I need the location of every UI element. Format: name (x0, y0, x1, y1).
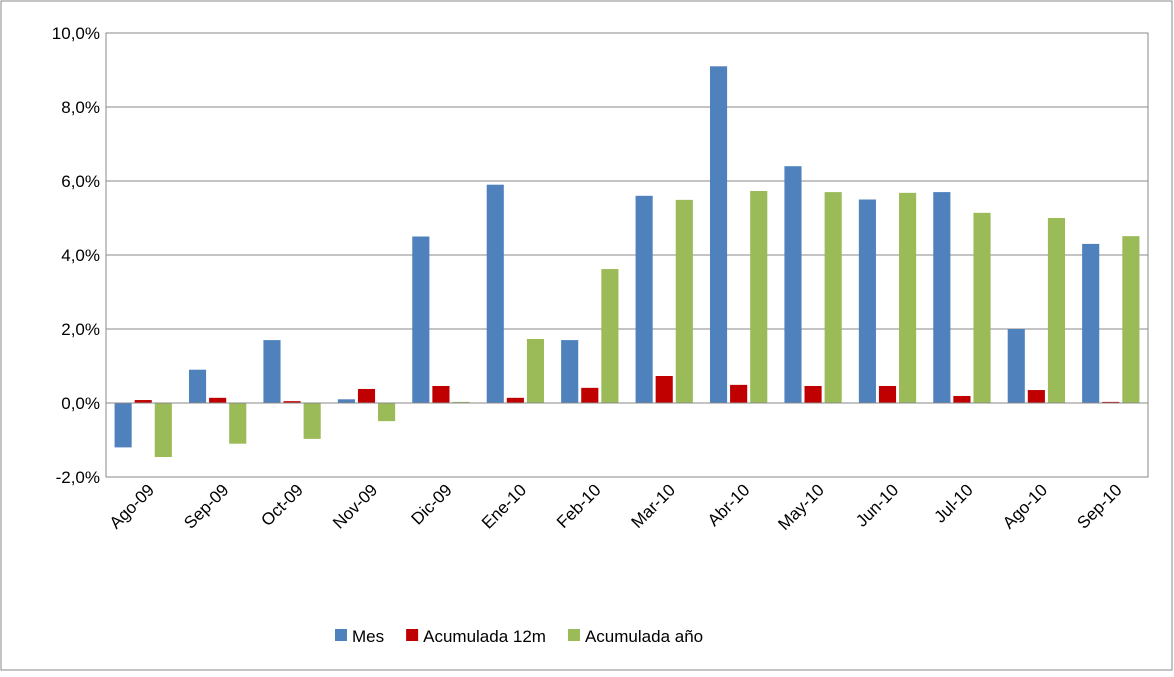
bar (1007, 329, 1025, 403)
legend-label: Acumulada 12m (423, 627, 546, 646)
bar (209, 397, 227, 403)
bar (154, 403, 172, 458)
bar (878, 385, 897, 403)
bar (506, 397, 524, 403)
bar (635, 195, 653, 403)
bar (1027, 390, 1045, 403)
bar (1102, 401, 1120, 403)
bar (263, 340, 281, 403)
bar (730, 384, 748, 403)
bar (378, 403, 396, 422)
bar (709, 66, 728, 404)
bar (412, 236, 430, 403)
bar (750, 190, 768, 403)
bar (561, 340, 579, 403)
y-tick-label: 6,0% (61, 172, 100, 191)
bar (486, 184, 504, 403)
bar (675, 199, 693, 403)
bar (432, 385, 450, 403)
bar (933, 192, 951, 403)
bar (581, 387, 599, 403)
y-tick-label: -2,0% (56, 468, 100, 487)
bar (452, 401, 470, 403)
y-tick-label: 2,0% (61, 320, 100, 339)
bar (526, 338, 545, 403)
bar (1047, 218, 1066, 403)
y-tick-label: 8,0% (61, 98, 100, 117)
legend-swatch (335, 629, 347, 641)
bar (229, 403, 247, 444)
bar (858, 199, 876, 403)
bar (601, 269, 619, 403)
bar (973, 212, 991, 403)
plot-border (105, 32, 1149, 478)
legend-label: Mes (352, 627, 384, 646)
bar (655, 375, 673, 403)
bar (899, 192, 917, 403)
bar (784, 166, 802, 403)
bar (804, 385, 822, 403)
legend-swatch (567, 629, 580, 641)
bar (1082, 243, 1100, 403)
bar (1122, 236, 1140, 403)
bar (953, 395, 971, 403)
bar (283, 401, 301, 403)
legend-label: Acumulada año (585, 627, 703, 646)
bar (824, 192, 842, 403)
y-tick-label: 10,0% (52, 24, 100, 43)
bar (188, 369, 207, 403)
bar (114, 403, 132, 448)
y-tick-label: 4,0% (61, 246, 100, 265)
bar (357, 388, 376, 403)
bar (134, 400, 152, 403)
bar (303, 403, 321, 439)
bar (337, 399, 355, 403)
y-tick-label: 0,0% (61, 394, 100, 413)
legend-swatch (406, 629, 419, 641)
